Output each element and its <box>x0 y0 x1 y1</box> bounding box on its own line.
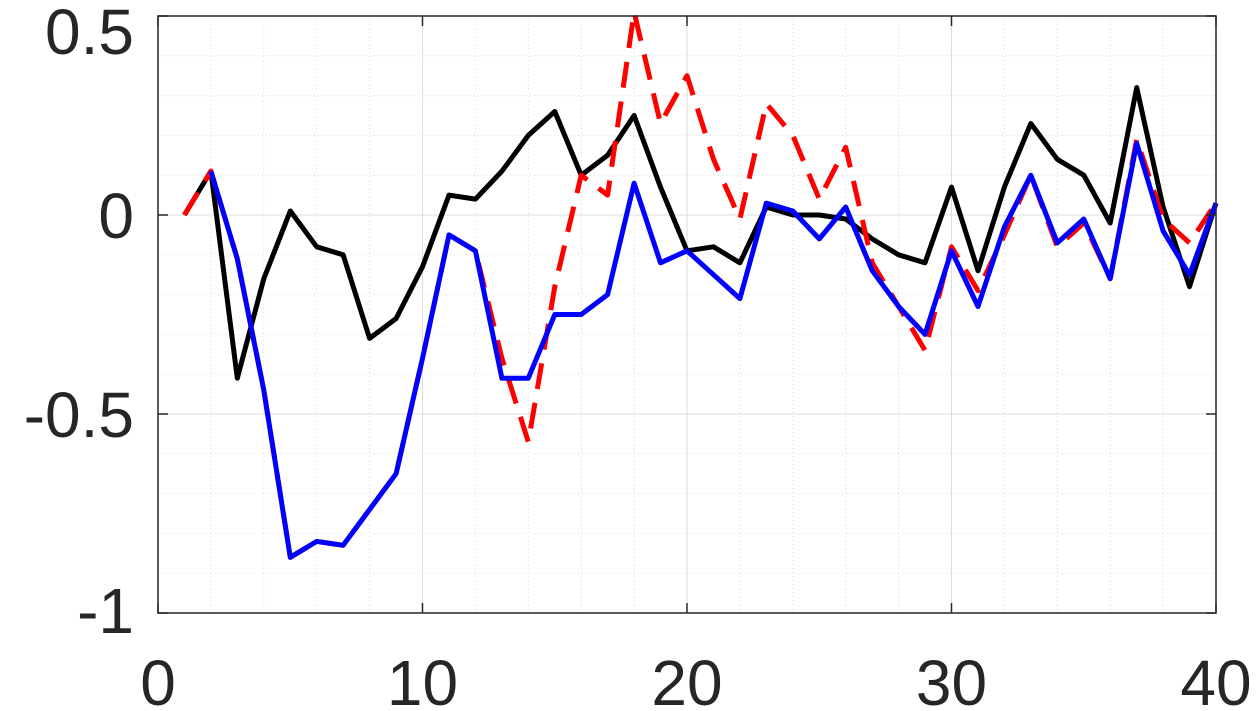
series-line-3 <box>208 140 1219 560</box>
x-tick-label: 40 <box>1180 647 1251 711</box>
x-tick-label: 10 <box>387 647 458 711</box>
tick-labels: 0 10 20 30 40 0.5 0 -0.5 -1 <box>24 0 1252 711</box>
series-layer <box>182 9 1219 560</box>
y-tick-label: 0 <box>98 180 134 252</box>
x-tick-label: 20 <box>651 647 722 711</box>
x-tick-label: 0 <box>140 647 176 711</box>
axis-ticks <box>157 15 1217 614</box>
y-tick-label: -0.5 <box>24 379 134 451</box>
series-line-2 <box>182 9 1219 560</box>
y-tick-label: 0.5 <box>45 0 134 68</box>
series-line-1 <box>182 85 1219 381</box>
grid <box>157 15 1217 614</box>
x-tick-label: 30 <box>916 647 987 711</box>
y-tick-label: -1 <box>77 575 134 647</box>
